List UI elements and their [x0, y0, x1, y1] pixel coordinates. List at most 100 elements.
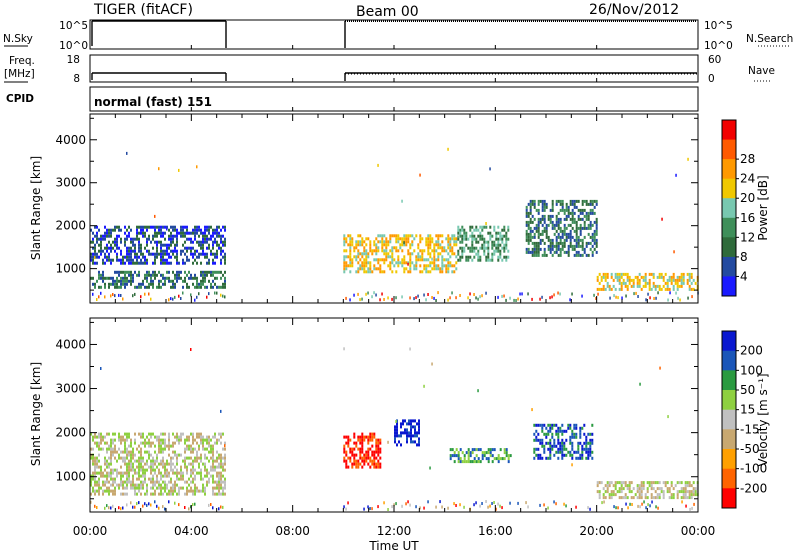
- y-tick-label: 2000: [55, 426, 86, 440]
- echo-cell: [100, 240, 102, 244]
- echo-cell: [547, 247, 550, 251]
- echo-cell: [575, 244, 578, 248]
- echo-cell: [92, 246, 94, 250]
- echo-cell: [644, 272, 647, 276]
- echo-cell: [690, 287, 693, 291]
- echo-cell: [543, 250, 546, 254]
- echo-cell: [395, 261, 398, 265]
- echo-cell: [533, 456, 536, 460]
- echo-cell: [612, 484, 615, 488]
- echo-cell: [475, 228, 478, 232]
- echo-cell: [130, 444, 132, 448]
- echo-cell: [533, 250, 536, 254]
- echo-cell: [491, 240, 494, 244]
- nsky-right-tick-top: 10^5: [704, 20, 733, 32]
- echo-cell: [610, 275, 613, 279]
- echo-cell: [142, 435, 144, 439]
- colorbar-tick-label: 200: [740, 344, 763, 358]
- echo-cell: [158, 252, 160, 256]
- echo-cell: [355, 246, 358, 250]
- echo-cell: [467, 460, 470, 464]
- echo-cell: [202, 477, 204, 481]
- echo-cell: [196, 450, 198, 454]
- power-colorbar-label: Power [dB]: [756, 175, 770, 240]
- echo-cell: [148, 249, 150, 253]
- echo-cell: [656, 493, 659, 497]
- echo-cell: [180, 249, 182, 253]
- echo-cell: [455, 448, 458, 452]
- echo-cell: [557, 232, 560, 236]
- echo-cell: [453, 234, 456, 238]
- echo-cell: [134, 243, 136, 247]
- echo-cell: [212, 486, 214, 490]
- echo-cell: [112, 471, 114, 475]
- echo-cell: [375, 252, 378, 256]
- echo-cell: [94, 474, 96, 478]
- echo-cell: [400, 431, 402, 435]
- echo-cell: [676, 287, 679, 291]
- echo-cell: [377, 441, 380, 445]
- echo-cell: [118, 225, 120, 229]
- echo-cell: [112, 240, 114, 244]
- echo-cell: [160, 471, 162, 475]
- echo-cell: [188, 447, 190, 451]
- echo-cell: [106, 441, 108, 445]
- echo-cell: [182, 432, 184, 436]
- echo-cell: [652, 272, 655, 276]
- echo-cell: [439, 500, 441, 504]
- echo-cell: [693, 502, 695, 506]
- echo-cell: [156, 231, 158, 235]
- echo-cell: [439, 252, 442, 256]
- echo-cell: [116, 471, 118, 475]
- freq-panel: [89, 54, 699, 83]
- echo-cell: [557, 426, 560, 430]
- echo-cell: [581, 199, 584, 203]
- echo-cell: [122, 459, 124, 463]
- echo-cell: [529, 205, 532, 209]
- echo-cell: [391, 505, 393, 509]
- echo-cell: [118, 447, 120, 451]
- echo-cell: [485, 291, 487, 295]
- echo-cell: [391, 258, 394, 262]
- echo-cell: [411, 234, 414, 238]
- echo-cell: [140, 252, 142, 256]
- echo-cell: [658, 272, 661, 276]
- echo-cell: [596, 490, 599, 494]
- echo-cell: [581, 456, 584, 460]
- echo-cell: [172, 225, 174, 229]
- echo-cell: [152, 273, 154, 277]
- echo-cell: [176, 240, 178, 244]
- echo-cell: [453, 237, 456, 241]
- echo-cell: [459, 234, 462, 238]
- echo-cell: [559, 238, 562, 242]
- echo-cell: [164, 507, 166, 511]
- echo-cell: [682, 496, 685, 500]
- echo-cell: [672, 275, 675, 279]
- echo-cell: [531, 408, 533, 412]
- echo-cell: [152, 462, 154, 466]
- echo-cell: [206, 435, 208, 439]
- echo-cell: [485, 451, 488, 455]
- echo-cell: [589, 453, 592, 457]
- echo-cell: [367, 450, 370, 454]
- echo-cell: [543, 199, 546, 203]
- echo-cell: [493, 448, 496, 452]
- echo-cell: [481, 457, 484, 461]
- echo-cell: [555, 502, 557, 506]
- echo-cell: [537, 199, 540, 203]
- echo-cell: [551, 432, 554, 436]
- echo-cell: [160, 462, 162, 466]
- echo-cell: [489, 225, 492, 229]
- colorbar-swatch: [722, 198, 736, 219]
- echo-cell: [587, 432, 590, 436]
- echo-cell: [198, 292, 200, 296]
- echo-cell: [154, 258, 156, 262]
- echo-cell: [571, 199, 574, 203]
- echo-cell: [134, 255, 136, 259]
- echo-cell: [690, 484, 693, 488]
- echo-cell: [676, 284, 679, 288]
- echo-cell: [190, 456, 192, 460]
- echo-cell: [92, 486, 94, 490]
- echo-cell: [150, 459, 152, 463]
